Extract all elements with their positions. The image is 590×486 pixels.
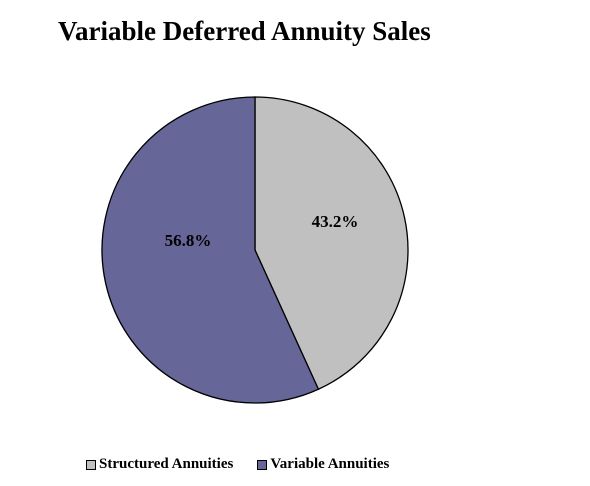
pie-slice-variable-annuities bbox=[101, 96, 320, 404]
legend: Structured Annuities Variable Annuities bbox=[86, 456, 413, 473]
data-label-variable-annuities: 56.8% bbox=[165, 231, 212, 250]
legend-label-structured: Structured Annuities bbox=[99, 456, 234, 472]
pie-labels: 43.2% 56.8% bbox=[165, 212, 359, 250]
legend-label-variable: Variable Annuities bbox=[270, 456, 390, 472]
legend-item-structured: Structured Annuities bbox=[86, 456, 233, 473]
legend-swatch-variable bbox=[257, 459, 268, 470]
pie-slice-structured-annuities bbox=[254, 96, 409, 391]
legend-swatch-structured bbox=[86, 459, 96, 470]
data-label-structured-annuities: 43.2% bbox=[312, 212, 359, 231]
chart-title: Variable Deferred Annuity Sales bbox=[58, 16, 431, 46]
legend-item-variable: Variable Annuities bbox=[257, 456, 389, 473]
pie-slices bbox=[101, 96, 409, 404]
